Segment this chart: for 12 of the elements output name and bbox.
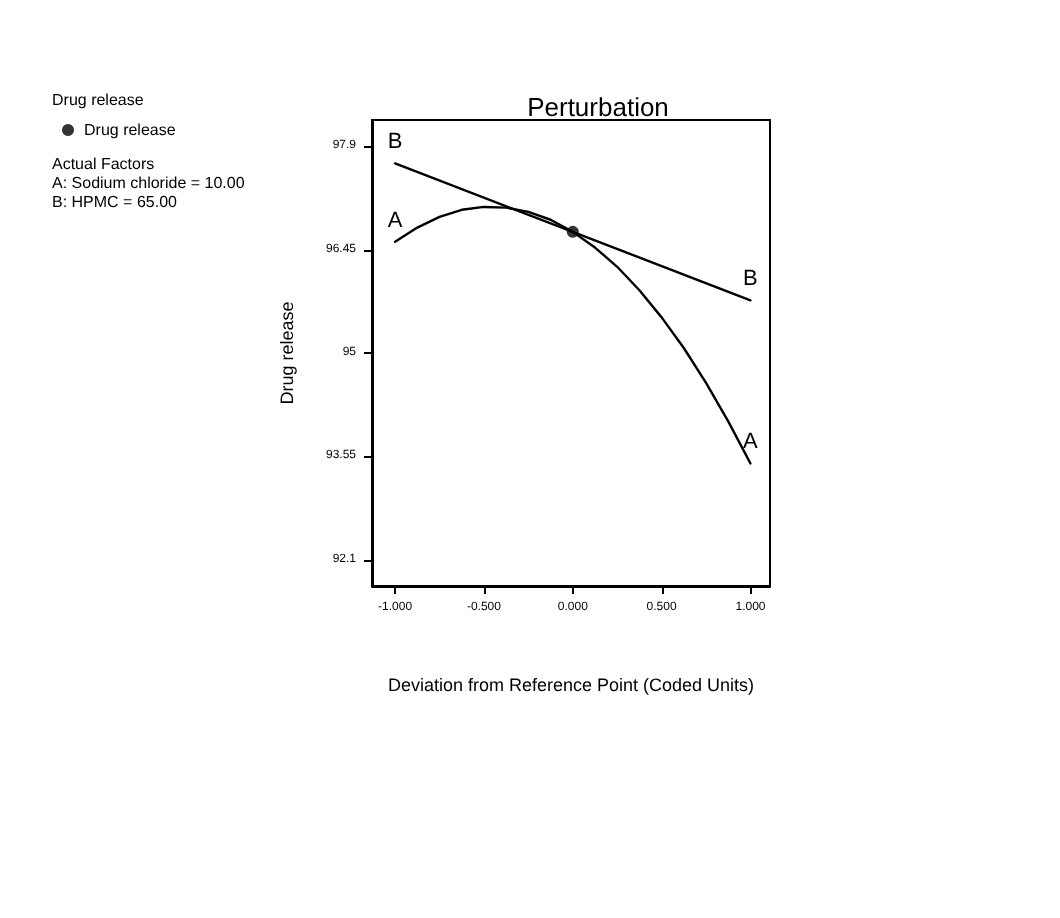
chart-title: Perturbation	[527, 92, 669, 122]
series-label: B	[743, 267, 758, 292]
text: B	[387, 130, 403, 155]
text: A	[387, 208, 403, 233]
text: Actual Factors	[52, 155, 155, 173]
series-label: A	[743, 430, 760, 455]
text: A: Sodium chloride = 10.00	[52, 174, 246, 192]
y-axis-title: Drug release	[277, 301, 297, 405]
x-axis-title: Deviation from Reference Point (Coded Units)	[387, 675, 755, 695]
text: B: HPMC = 65.00	[52, 193, 179, 211]
legend-label: Drug release	[84, 121, 177, 139]
legend-title: Drug release	[52, 91, 145, 109]
